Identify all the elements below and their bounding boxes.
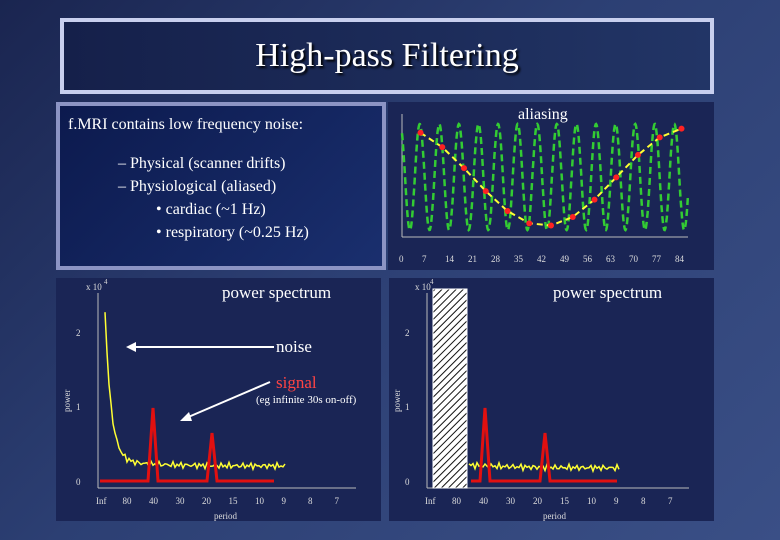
left-x-tick: 40	[149, 496, 159, 506]
noise-label: noise	[276, 337, 312, 356]
sample-point	[613, 174, 620, 181]
right-x-tick: 30	[506, 496, 516, 506]
right-x-tick: 8	[641, 496, 646, 506]
signal-arrow-head	[180, 412, 192, 421]
right-noise-trace	[468, 460, 620, 474]
right-signal-trace	[471, 407, 617, 483]
left-ylabel: power	[62, 390, 72, 413]
sample-point	[526, 220, 533, 227]
aliasing-x-tick: 21	[468, 254, 477, 264]
aliasing-x-ticks: 0 7 14 21 28 35 42 49 56 63 70 77 84	[399, 254, 685, 264]
sample-point	[634, 151, 641, 158]
left-x-tick: Inf	[96, 496, 107, 506]
left-multiplier: x 10	[86, 282, 102, 292]
sample-point	[482, 188, 489, 195]
spectrum-right-panel: x 10 4 2 1 0 power Inf 80 40 30 20 15 10 9 8 7 pe…	[389, 278, 714, 521]
right-ytick-1: 1	[405, 402, 410, 412]
spectrum-left-panel: x 10 4 2 1 0 power Inf 80 40 30 20 15 10 9 8 7 pe…	[56, 278, 381, 521]
sample-point	[678, 125, 685, 132]
title-box: High-pass Filtering	[60, 18, 714, 94]
aliasing-plot: aliasing 0 7 14 21 28 35 42 49 56 63 70 77 84	[399, 106, 690, 264]
left-x-tick: 20	[202, 496, 212, 506]
left-signal-trace	[100, 407, 274, 483]
aliasing-x-tick: 28	[491, 254, 501, 264]
aliasing-x-tick: 84	[675, 254, 685, 264]
spectrum-right-plot: x 10 4 2 1 0 power Inf 80 40 30 20 15 10 9 8 7 pe…	[392, 278, 689, 521]
intro-text: f.MRI contains low frequency noise:	[68, 116, 304, 133]
right-ytick-2: 2	[405, 328, 410, 338]
aliasing-x-tick: 35	[514, 254, 524, 264]
sample-point	[656, 134, 663, 141]
left-ytick-1: 1	[76, 402, 81, 412]
bullet-respiratory: respiratory (~0.25 Hz)	[68, 221, 374, 244]
signal-arrow	[185, 381, 271, 419]
sample-point	[461, 165, 468, 172]
signal-note: (eg infinite 30s on-off)	[256, 394, 357, 406]
sample-point	[504, 207, 511, 214]
sample-point	[548, 222, 554, 229]
sampled-wave	[400, 122, 690, 232]
right-x-tick: 40	[479, 496, 489, 506]
signal-label: signal	[276, 373, 317, 392]
bullet-physiological: Physiological (aliased)	[68, 175, 374, 198]
aliasing-x-tick: 42	[537, 254, 546, 264]
sample-point	[439, 144, 446, 151]
right-ylabel: power	[392, 390, 402, 413]
noise-arrow-head	[126, 342, 136, 352]
aliasing-x-tick: 14	[445, 254, 455, 264]
left-noise-trace	[104, 312, 286, 472]
spectrum-left-plot: x 10 4 2 1 0 power Inf 80 40 30 20 15 10 9 8 7 pe…	[62, 278, 356, 521]
noise-sources-box: f.MRI contains low frequency noise: Phys…	[56, 102, 386, 270]
aliasing-label: aliasing	[518, 106, 568, 123]
high-pass-cutoff-band	[432, 288, 468, 489]
left-x-tick: 15	[229, 496, 239, 506]
right-x-tick: 7	[668, 496, 673, 506]
left-x-tick: 9	[282, 496, 287, 506]
left-x-tick: 30	[176, 496, 186, 506]
aliasing-x-tick: 63	[606, 254, 616, 264]
right-x-tick: 9	[614, 496, 619, 506]
aliasing-x-tick: 0	[399, 254, 404, 264]
right-x-tick: 15	[560, 496, 570, 506]
aliasing-x-tick: 7	[422, 254, 427, 264]
right-x-ticks: Inf 80 40 30 20 15 10 9 8 7	[425, 496, 673, 506]
left-x-tick: 80	[123, 496, 133, 506]
left-x-tick: 8	[308, 496, 313, 506]
bullet-list: Physical (scanner drifts) Physiological …	[68, 152, 374, 244]
left-xlabel: period	[214, 511, 237, 521]
right-x-tick: 10	[587, 496, 597, 506]
left-spectrum-title: power spectrum	[222, 283, 332, 302]
left-x-ticks: Inf 80 40 30 20 15 10 9 8 7	[96, 496, 340, 506]
right-multiplier: x 10	[415, 282, 431, 292]
aliasing-x-tick: 49	[560, 254, 570, 264]
bullet-physical: Physical (scanner drifts)	[68, 152, 374, 175]
left-x-tick: 7	[335, 496, 340, 506]
right-xlabel: period	[543, 511, 566, 521]
sample-point	[591, 196, 598, 203]
aliasing-x-tick: 70	[629, 254, 639, 264]
bullet-cardiac: cardiac (~1 Hz)	[68, 198, 374, 221]
aliasing-panel: aliasing 0 7 14 21 28 35 42 49 56 63 70 77 84	[388, 102, 714, 270]
right-exponent: 4	[430, 278, 434, 286]
left-ytick-0: 0	[76, 477, 81, 487]
right-x-tick: Inf	[425, 496, 436, 506]
left-x-tick: 10	[255, 496, 265, 506]
sample-point	[417, 129, 424, 136]
right-spectrum-title: power spectrum	[553, 283, 663, 302]
sample-points	[417, 125, 685, 229]
slide-title: High-pass Filtering	[255, 37, 519, 74]
right-ytick-0: 0	[405, 477, 410, 487]
aliasing-x-tick: 77	[652, 254, 662, 264]
sample-point	[569, 213, 576, 220]
right-x-tick: 20	[533, 496, 543, 506]
left-ytick-2: 2	[76, 328, 81, 338]
right-x-tick: 80	[452, 496, 462, 506]
left-exponent: 4	[104, 278, 108, 286]
aliasing-x-tick: 56	[583, 254, 593, 264]
